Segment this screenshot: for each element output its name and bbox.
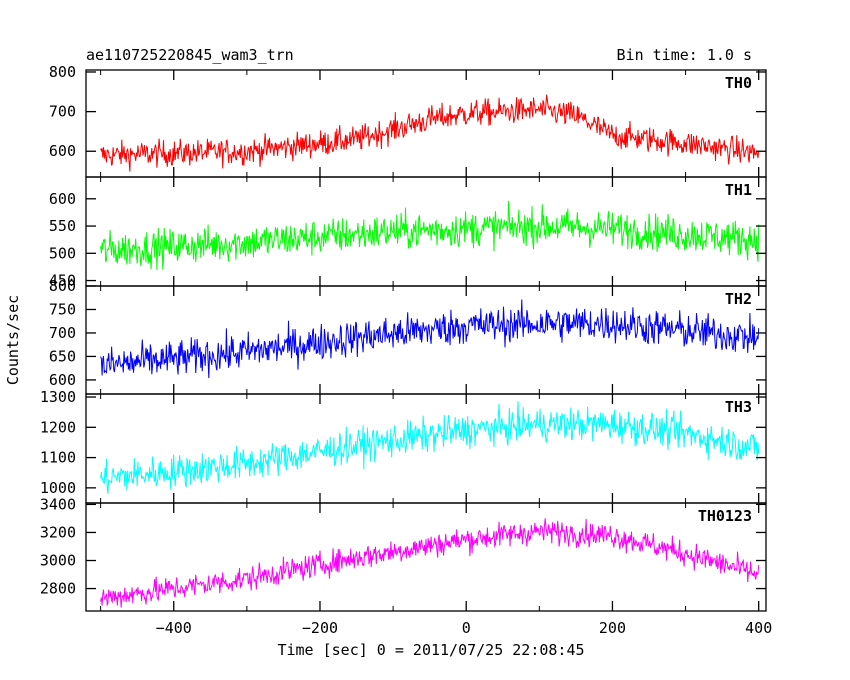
- panel-th1: 450 500 550 600 TH1: [49, 176, 767, 290]
- series-line-th1: [100, 200, 760, 270]
- panel-frame: [85, 502, 767, 612]
- y-tick-label: 600: [49, 190, 76, 208]
- panel-th2: 600 650 700 750 800 TH2: [49, 277, 767, 395]
- panel-label-th0123: TH0123: [698, 507, 752, 525]
- y-tick-label: 500: [49, 244, 76, 262]
- series-line-th0123: [100, 518, 760, 608]
- panel-label-th1: TH1: [725, 181, 752, 199]
- y-tick-label: 450: [49, 272, 76, 290]
- series-line-th2: [100, 299, 760, 379]
- y-tick-label: 700: [49, 324, 76, 342]
- panel-frame: [85, 285, 767, 395]
- panel-th0: 600 700 800 TH0: [49, 63, 767, 178]
- y-tick-label: 1200: [40, 418, 76, 436]
- series-line-th3: [100, 401, 760, 494]
- panel-label-th3: TH3: [725, 398, 752, 416]
- y-tick-label: 600: [49, 371, 76, 389]
- bin-time-label: Bin time: 1.0 s: [617, 46, 752, 64]
- y-tick-label: 3200: [40, 523, 76, 541]
- x-tick-label: −400: [156, 619, 192, 637]
- y-tick-label: 3400: [40, 495, 76, 513]
- x-tick-label: −200: [302, 619, 338, 637]
- x-tick-label: 200: [599, 619, 626, 637]
- y-tick-label: 550: [49, 217, 76, 235]
- panel-th3: 1000 1100 1200 1300 TH3: [40, 388, 767, 504]
- x-axis-label: Time [sec] 0 = 2011/07/25 22:08:45: [277, 641, 584, 659]
- panel-frame: [85, 393, 767, 504]
- x-tick-label: 400: [745, 619, 772, 637]
- y-tick-label: 1000: [40, 479, 76, 497]
- x-tick-label: 0: [462, 619, 471, 637]
- panels-group: 600 700 800 TH0 450 500 550 600 TH1 600 650 700 750 8…: [40, 63, 772, 637]
- y-tick-label: 700: [49, 103, 76, 121]
- y-tick-label: 3000: [40, 552, 76, 570]
- y-tick-label: 600: [49, 142, 76, 160]
- panel-frame: [85, 69, 767, 178]
- y-tick-label: 800: [49, 63, 76, 81]
- series-line-th0: [100, 94, 760, 172]
- y-tick-label: 650: [49, 347, 76, 365]
- y-tick-label: 800: [49, 277, 76, 295]
- y-tick-label: 2800: [40, 580, 76, 598]
- panel-th0123: 2800 3000 3200 3400 TH0123: [40, 495, 767, 612]
- panel-label-th2: TH2: [725, 290, 752, 308]
- y-axis-label: Counts/sec: [4, 295, 22, 385]
- chart-title: ae110725220845_wam3_trn: [86, 46, 294, 64]
- panel-label-th0: TH0: [725, 74, 752, 92]
- y-tick-label: 1100: [40, 449, 76, 467]
- y-tick-label: 750: [49, 300, 76, 318]
- y-tick-label: 1300: [40, 388, 76, 406]
